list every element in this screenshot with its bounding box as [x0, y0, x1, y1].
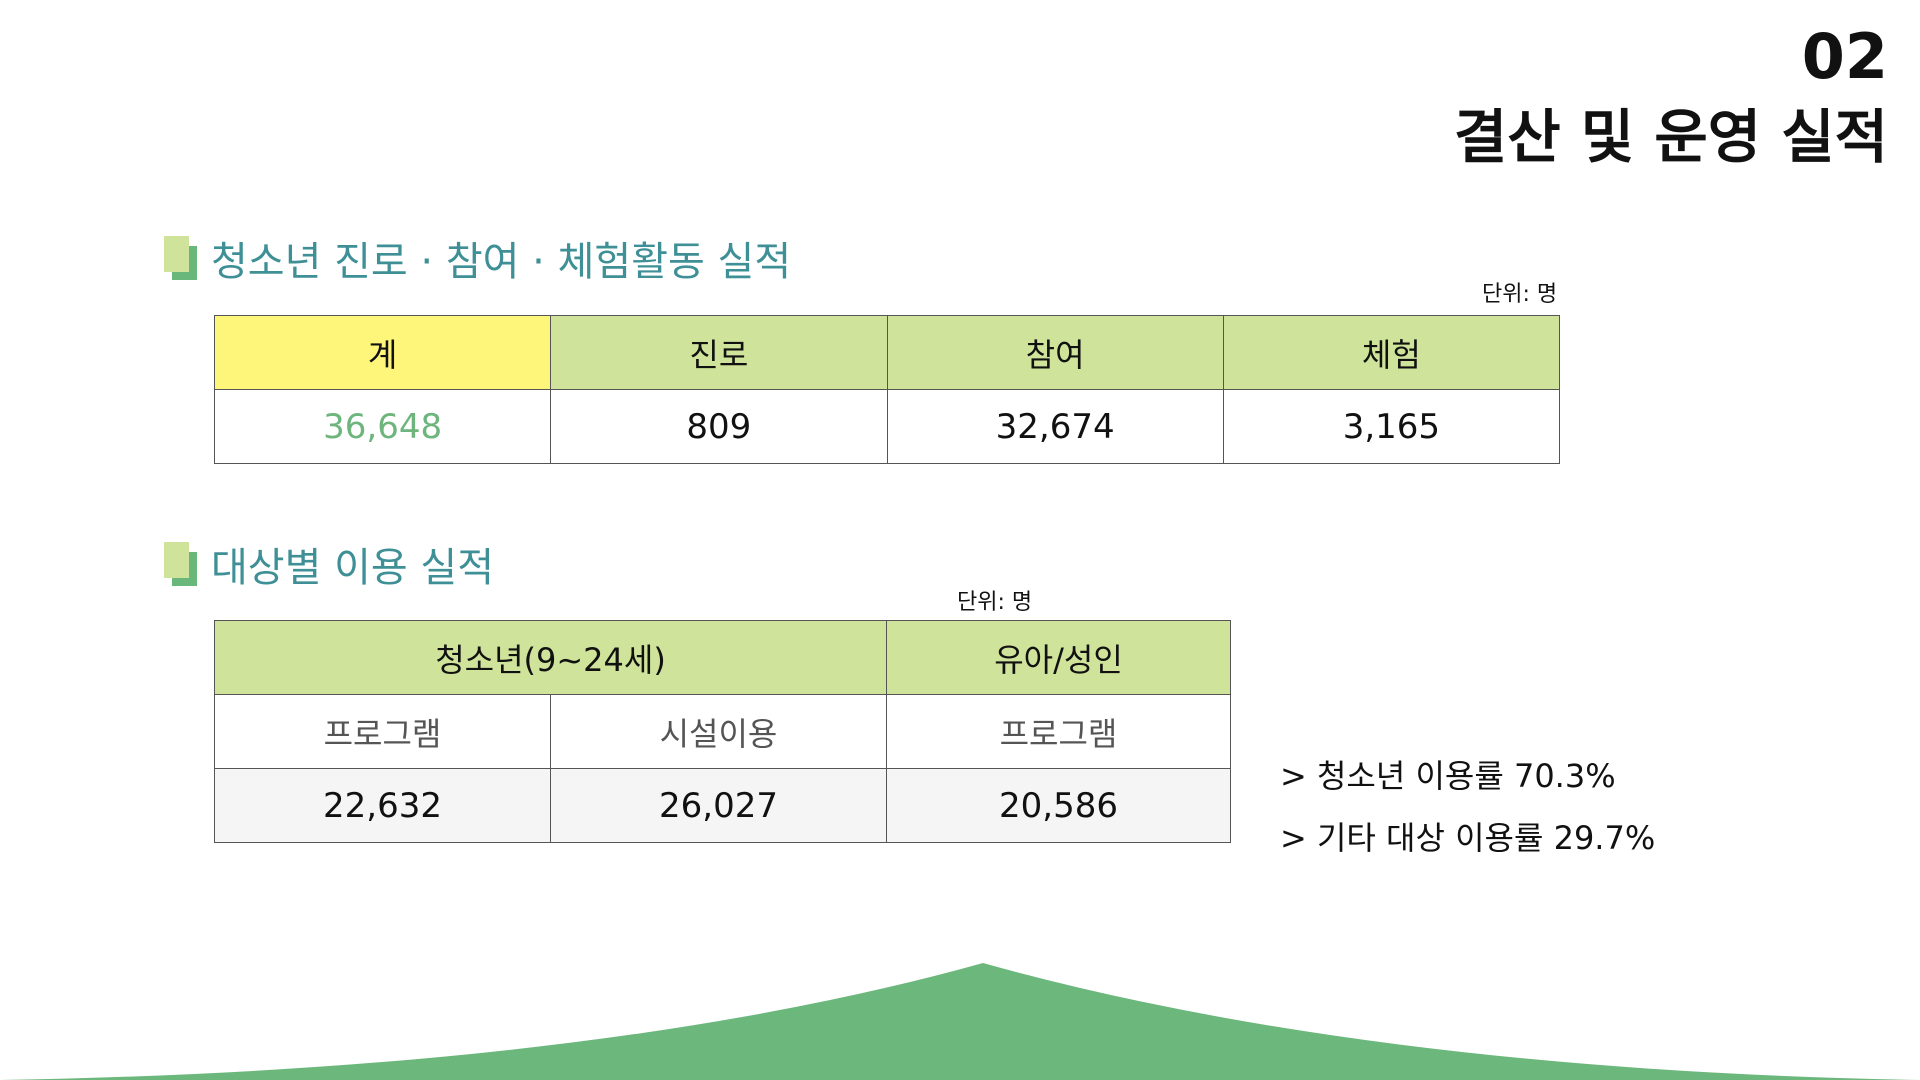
table-header-row: 계 진로 참여 체험 [213, 315, 1561, 390]
table-row: 36,648 809 32,674 3,165 [213, 389, 1561, 464]
value-career: 809 [550, 389, 888, 464]
note-youth-rate: > 청소년 이용률 70.3% [1280, 757, 1616, 795]
value-participation: 32,674 [886, 389, 1224, 464]
value-youth-program: 22,632 [214, 768, 551, 843]
subheader-youth-facility: 시설이용 [550, 694, 887, 769]
page-number: 02 [1801, 20, 1888, 93]
column-header-career: 진로 [550, 315, 888, 390]
table-subheader-row: 프로그램 시설이용 프로그램 [214, 694, 1231, 769]
value-youth-facility: 26,027 [550, 768, 887, 843]
square-bullet-icon [164, 542, 197, 586]
square-bullet-icon [164, 236, 197, 280]
section-heading-usage: 대상별 이용 실적 [164, 535, 494, 593]
column-header-total: 계 [213, 315, 552, 390]
note-other-rate: > 기타 대상 이용률 29.7% [1280, 819, 1656, 857]
usage-table: 청소년(9~24세) 유아/성인 프로그램 시설이용 프로그램 22,632 2… [214, 620, 1231, 843]
page-title: 결산 및 운영 실적 [1453, 103, 1888, 171]
subheader-child-adult-program: 프로그램 [886, 694, 1231, 769]
group-header-youth: 청소년(9~24세) [214, 620, 887, 695]
activities-table: 계 진로 참여 체험 36,648 809 32,674 3,165 [213, 315, 1561, 464]
column-header-participation: 참여 [886, 315, 1224, 390]
usage-rate-notes: > 청소년 이용률 70.3% > 기타 대상 이용률 29.7% [1280, 745, 1655, 869]
section-heading-activities: 청소년 진로 · 참여 · 체험활동 실적 [164, 229, 791, 287]
decorative-hill [0, 963, 1920, 1080]
value-child-adult-program: 20,586 [886, 768, 1231, 843]
table-row: 22,632 26,027 20,586 [214, 768, 1231, 843]
value-total: 36,648 [213, 389, 552, 464]
unit-note-usage: 단위: 명 [957, 590, 1033, 615]
unit-note-activities: 단위: 명 [1482, 282, 1558, 307]
subheader-youth-program: 프로그램 [214, 694, 551, 769]
page-header: 02 결산 및 운영 실적 [1453, 20, 1888, 171]
group-header-child-adult: 유아/성인 [886, 620, 1231, 695]
column-header-experience: 체험 [1222, 315, 1561, 390]
section-title-usage: 대상별 이용 실적 [211, 545, 495, 591]
section-title-activities: 청소년 진로 · 참여 · 체험활동 실적 [211, 239, 792, 285]
table-header-row: 청소년(9~24세) 유아/성인 [214, 620, 1231, 695]
value-experience: 3,165 [1222, 389, 1561, 464]
